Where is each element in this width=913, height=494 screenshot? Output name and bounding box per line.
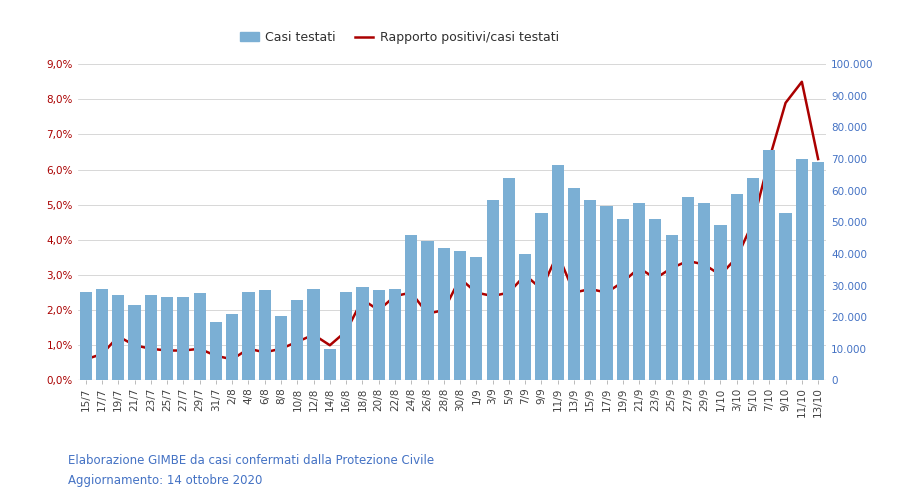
- Bar: [568, 188, 580, 380]
- Bar: [812, 162, 824, 380]
- Bar: [454, 251, 467, 380]
- Bar: [796, 159, 808, 380]
- Bar: [649, 219, 662, 380]
- Bar: [730, 194, 743, 380]
- Bar: [145, 295, 157, 380]
- Bar: [161, 296, 173, 380]
- Bar: [633, 204, 645, 380]
- Bar: [129, 304, 141, 380]
- Legend: Casi testati, Rapporto positivi/casi testati: Casi testati, Rapporto positivi/casi tes…: [236, 26, 564, 49]
- Bar: [177, 296, 190, 380]
- Bar: [308, 288, 320, 380]
- Bar: [79, 292, 92, 380]
- Bar: [714, 225, 727, 380]
- Bar: [194, 293, 205, 380]
- Text: Elaborazione GIMBE da casi confermati dalla Protezione Civile: Elaborazione GIMBE da casi confermati da…: [68, 454, 435, 467]
- Bar: [226, 314, 238, 380]
- Bar: [616, 219, 629, 380]
- Bar: [324, 349, 336, 380]
- Bar: [112, 295, 124, 380]
- Bar: [96, 288, 108, 380]
- Bar: [666, 235, 677, 380]
- Bar: [698, 204, 710, 380]
- Bar: [437, 247, 450, 380]
- Bar: [747, 178, 759, 380]
- Bar: [780, 213, 792, 380]
- Bar: [519, 254, 531, 380]
- Bar: [373, 290, 384, 380]
- Bar: [389, 288, 401, 380]
- Bar: [682, 197, 694, 380]
- Bar: [210, 322, 222, 380]
- Bar: [405, 235, 417, 380]
- Bar: [258, 290, 271, 380]
- Bar: [535, 213, 548, 380]
- Bar: [340, 292, 352, 380]
- Bar: [601, 206, 613, 380]
- Bar: [470, 257, 482, 380]
- Bar: [551, 165, 564, 380]
- Bar: [291, 300, 303, 380]
- Bar: [763, 150, 775, 380]
- Bar: [275, 316, 288, 380]
- Bar: [356, 287, 369, 380]
- Bar: [584, 200, 596, 380]
- Bar: [422, 241, 434, 380]
- Text: Aggiornamento: 14 ottobre 2020: Aggiornamento: 14 ottobre 2020: [68, 474, 263, 487]
- Bar: [503, 178, 515, 380]
- Bar: [242, 292, 255, 380]
- Bar: [487, 200, 498, 380]
